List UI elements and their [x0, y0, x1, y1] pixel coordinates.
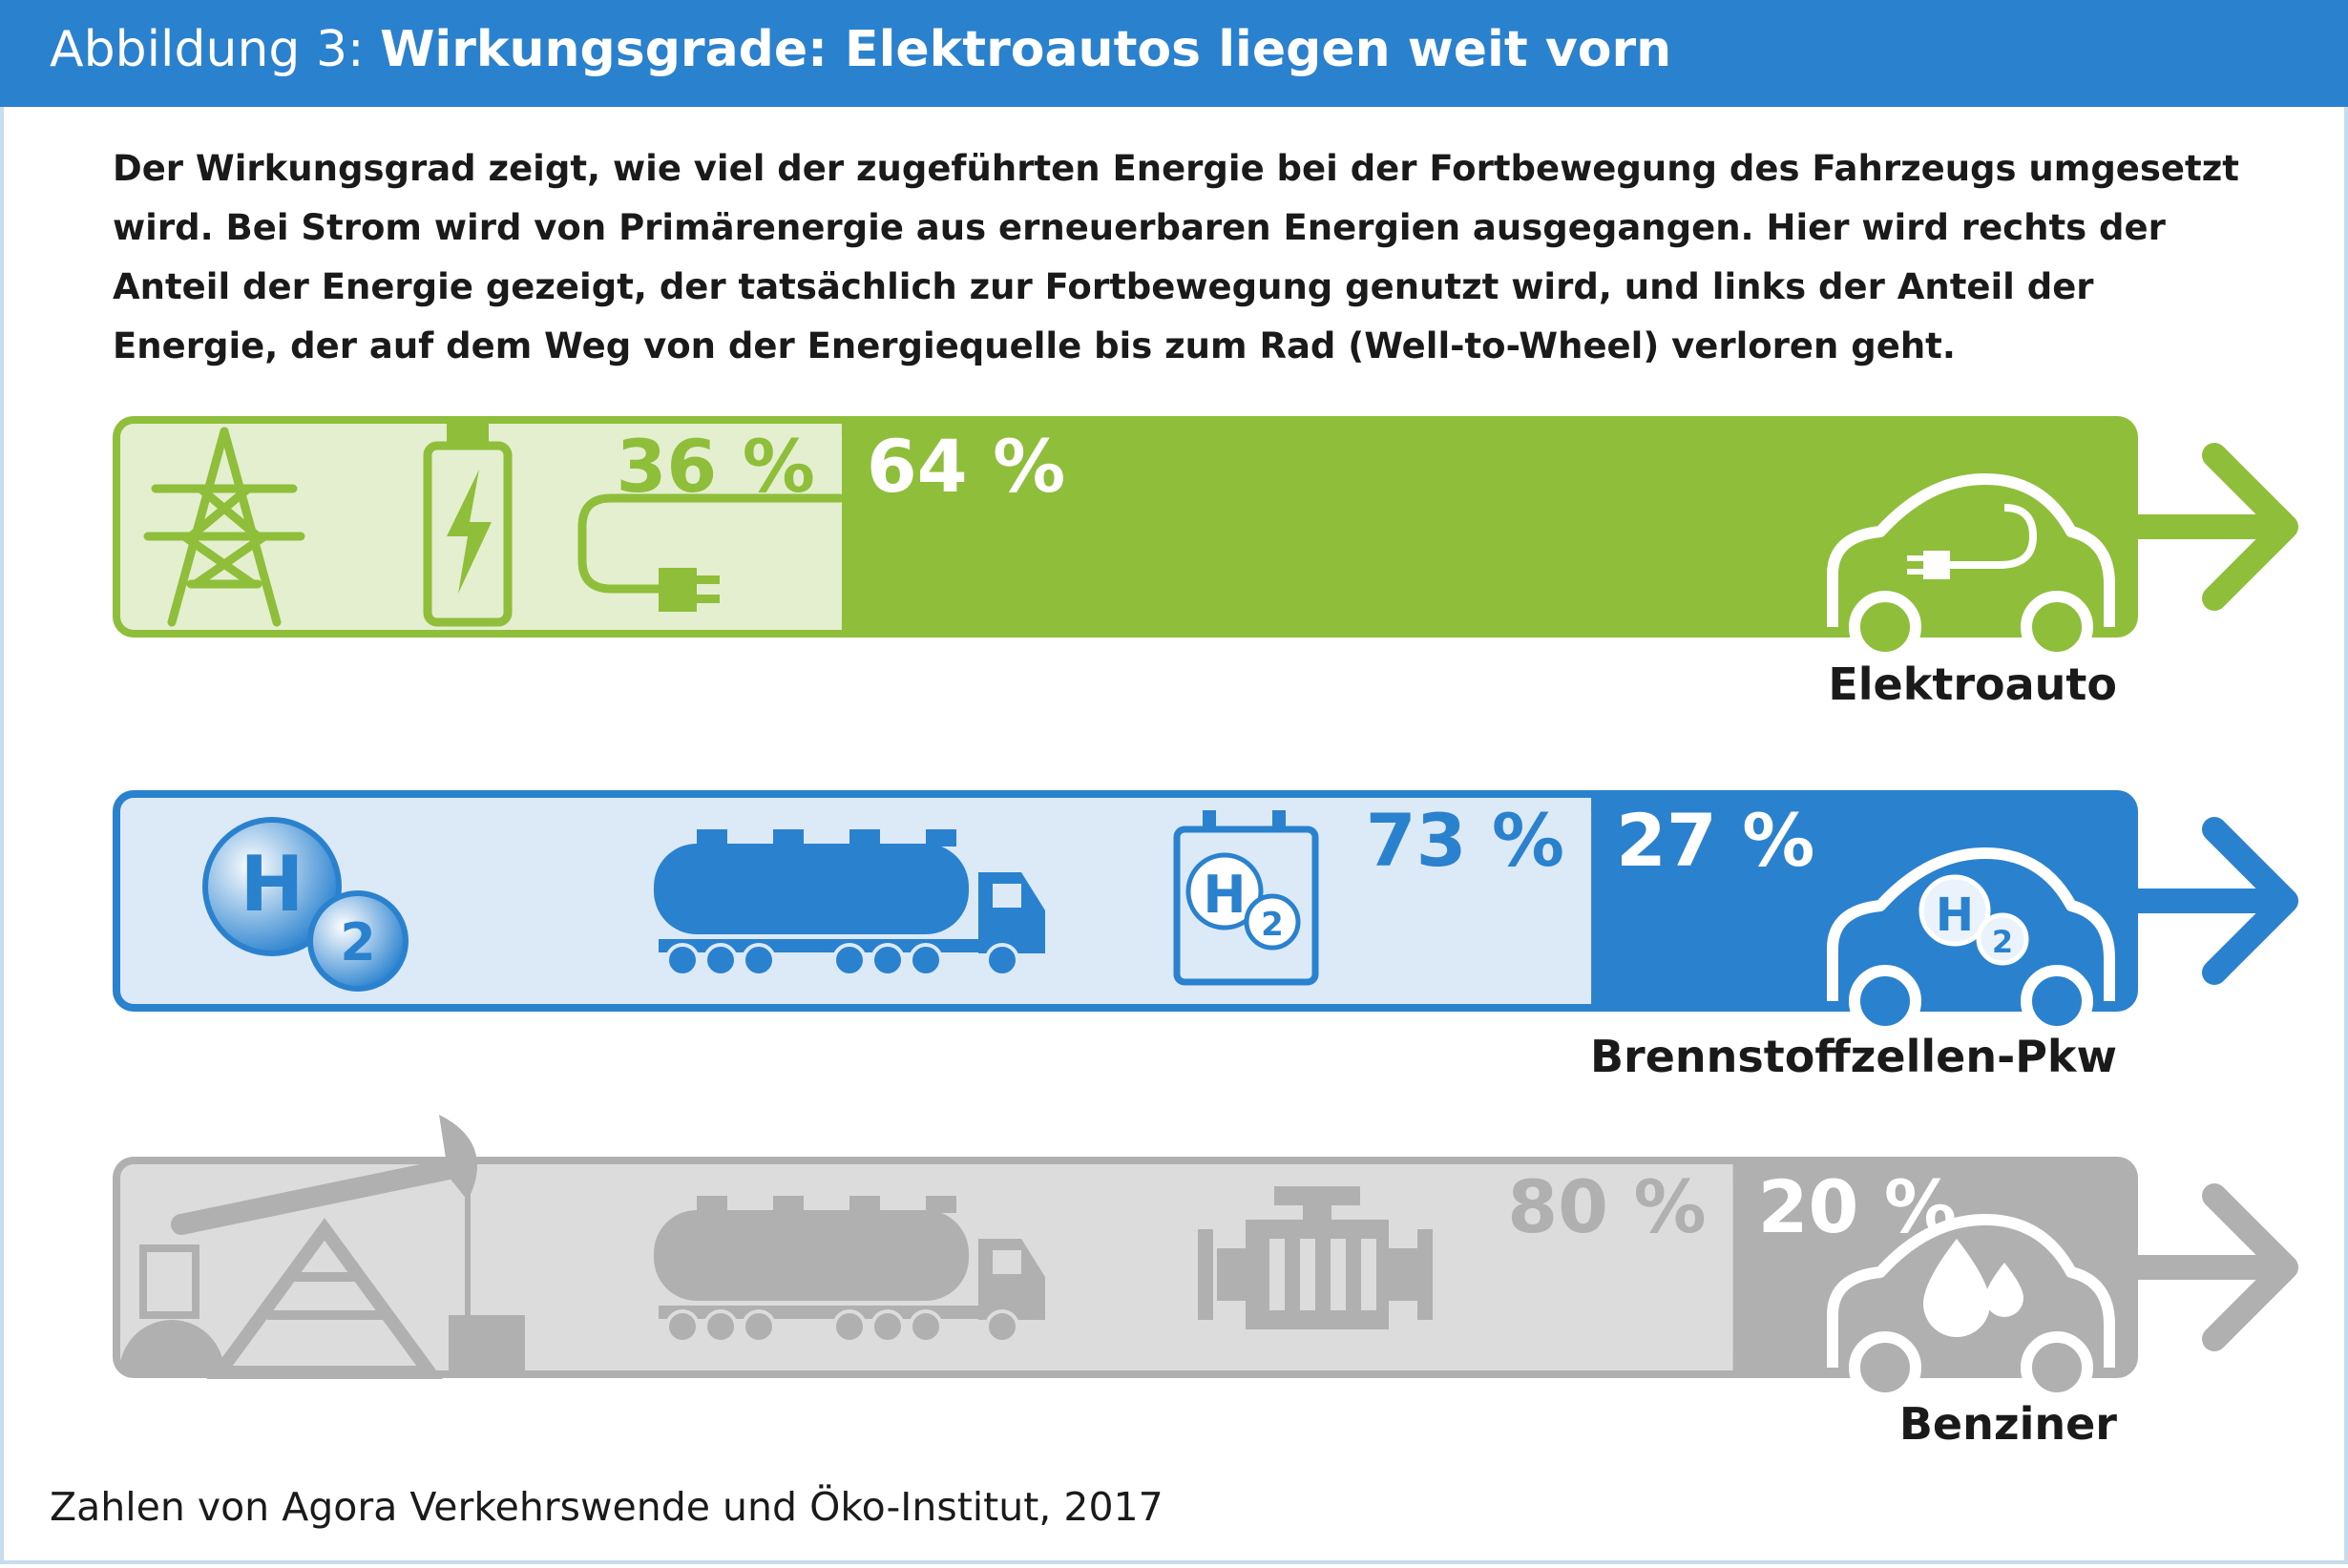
- arrow-icon: [2126, 817, 2298, 985]
- svg-text:2: 2: [340, 912, 376, 972]
- bar-row-2: [113, 1115, 2298, 1404]
- svg-text:H: H: [1203, 865, 1246, 925]
- svg-text:2: 2: [1261, 906, 1284, 944]
- pct-lost-2: 80 %: [1507, 1164, 1707, 1249]
- arrow-icon: [2126, 443, 2298, 611]
- svg-text:2: 2: [1992, 924, 2013, 960]
- svg-text:H: H: [1936, 889, 1974, 942]
- tanker-truck-icon: [654, 829, 1045, 977]
- engine-icon: [1198, 1186, 1433, 1329]
- petrol-car-icon: [1827, 1214, 2115, 1404]
- arrow-icon: [2126, 1183, 2298, 1351]
- plug-icon: [577, 493, 845, 612]
- pct-lost-0: 36 %: [616, 424, 815, 509]
- pct-used-2: 20 %: [1757, 1164, 1957, 1249]
- bar-row-1: H2H 2 H 2: [113, 790, 2298, 1037]
- hydrogen-icon: H2: [202, 817, 409, 992]
- figure-heading: Wirkungsgrade: Elektroautos liegen weit …: [380, 21, 1672, 78]
- oil-pump-icon: [119, 1115, 525, 1379]
- category-label-2: Benziner: [1898, 1398, 2117, 1450]
- category-label-1: Brennstoffzellen-Pkw: [1589, 1031, 2117, 1082]
- intro-text: Der Wirkungsgrad zeigt, wie viel der zug…: [113, 148, 2239, 366]
- pct-used-1: 27 %: [1616, 798, 1815, 883]
- bar-row-0: [113, 416, 2298, 663]
- pct-used-0: 64 %: [866, 424, 1066, 509]
- figure-title: Abbildung 3: Wirkungsgrade: Elektroautos…: [50, 21, 1671, 78]
- electric-car-icon: [1827, 473, 2115, 663]
- tanker-truck-icon: [654, 1196, 1045, 1344]
- figure-header: Abbildung 3: Wirkungsgrade: Elektroautos…: [0, 0, 2348, 107]
- pct-lost-1: 73 %: [1365, 798, 1565, 883]
- source-note: Zahlen von Agora Verkehrswende und Öko-I…: [50, 1484, 1164, 1530]
- power-pylon-icon: [143, 427, 305, 627]
- svg-text:H: H: [241, 840, 304, 929]
- battery-icon: [423, 422, 513, 627]
- category-label-0: Elektroauto: [1828, 659, 2117, 710]
- figure-number: Abbildung 3:: [50, 21, 365, 78]
